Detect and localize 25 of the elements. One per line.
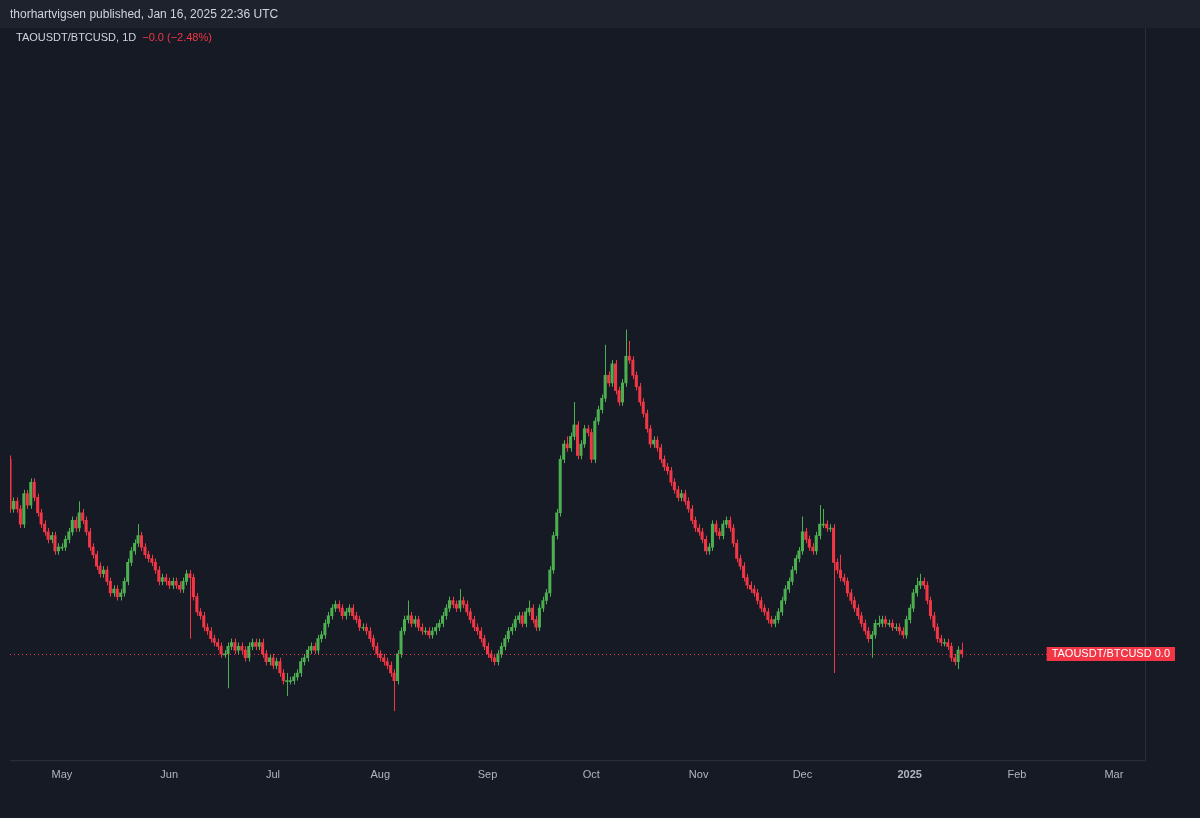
candlestick <box>139 531 144 552</box>
x-tick-label: Oct <box>582 768 600 781</box>
candlestick <box>299 657 303 678</box>
candlestick <box>710 519 714 552</box>
x-tick-label: May <box>51 768 73 781</box>
candlestick <box>29 477 33 510</box>
x-tick-label: Jul <box>265 768 281 781</box>
ref-line-label: TAOUSDT/BTCUSD 0.0 <box>1051 646 1171 659</box>
x-tick-label: 2025 <box>897 768 922 781</box>
candlestick <box>530 603 535 624</box>
x-tick-label: Sep <box>477 768 498 781</box>
x-tick-label: Nov <box>688 768 709 781</box>
x-tick-label: Aug <box>370 768 391 781</box>
candlestick <box>323 619 327 640</box>
candlestick <box>202 611 206 632</box>
x-tick-label: Dec <box>792 768 813 781</box>
x-tick-label: Feb <box>1007 768 1027 781</box>
candlestick <box>669 466 673 487</box>
text: thorhartvigsen published, Jan 16, 2025 22:36 UTC <box>0 0 1200 28</box>
x-tick-label: Jun <box>160 768 179 781</box>
chart-subtitle: −0.0 (−2.48%) <box>142 31 212 43</box>
candlestick <box>845 577 849 598</box>
chart-title: TAOUSDT/BTCUSD, 1D <box>16 31 137 43</box>
x-tick-label: Mar <box>1104 768 1124 781</box>
candlestick <box>25 489 29 510</box>
